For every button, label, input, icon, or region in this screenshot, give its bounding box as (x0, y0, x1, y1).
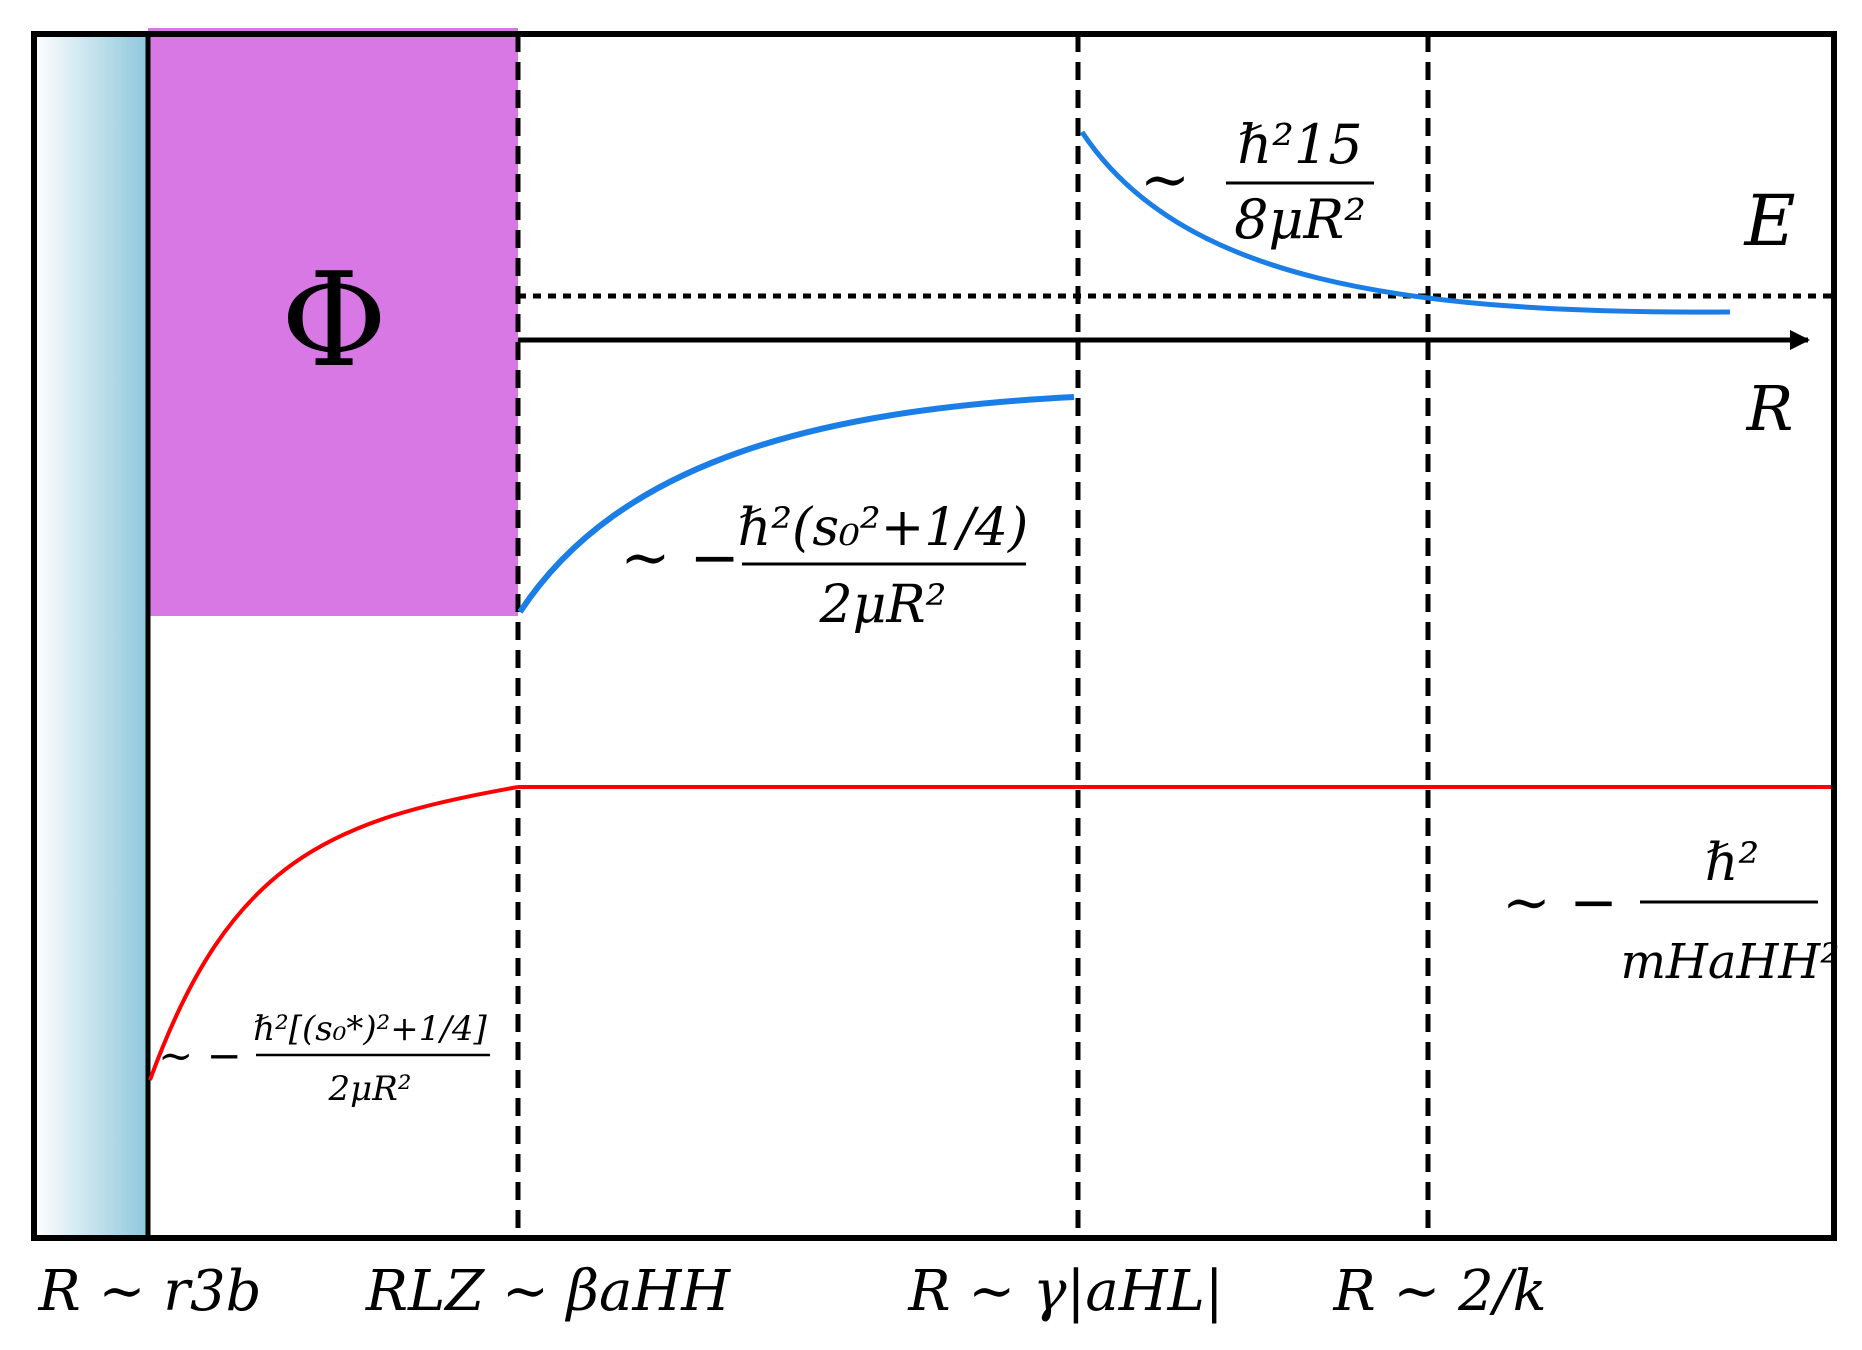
short-range-label-prefix: ∼ − (158, 1031, 242, 1080)
short-range-label: ∼ − ℏ²[(s₀*)²+1/4] 2μR² (158, 1009, 490, 1109)
efimov-label-numerator: ℏ²(s₀²+1/4) (738, 498, 1029, 558)
barrier-label: ∼ ℏ²15 8μR² (1140, 113, 1374, 251)
efimov-label: ∼ − ℏ²(s₀²+1/4) 2μR² (620, 498, 1028, 635)
phi-symbol: Φ (281, 244, 388, 396)
barrier-label-denominator: 8μR² (1234, 188, 1366, 251)
efimov-label-prefix: ∼ − (620, 523, 740, 593)
plot-frame (31, 31, 1837, 1241)
short-range-label-numerator: ℏ²[(s₀*)²+1/4] (253, 1009, 487, 1049)
blue-efimov-curve (517, 394, 1075, 614)
blue-barrier-curve (1079, 130, 1731, 315)
dimer-label-numerator: ℏ² (1705, 833, 1759, 893)
dimer-label-prefix: ∼ − (1502, 868, 1618, 936)
region-label-r3b: R ∼ r3b (38, 1259, 262, 1324)
short-range-label-denominator: 2μR² (328, 1069, 412, 1109)
red-short-range-curve (148, 785, 519, 1081)
region-label-k: R ∼ 2/k (1332, 1259, 1546, 1324)
region-label-rlz: RLZ ∼ βaHH (365, 1259, 731, 1324)
barrier-label-numerator: ℏ²15 (1237, 113, 1362, 176)
energy-label: E (1742, 180, 1795, 262)
dimer-label: ∼ − ℏ² mHaHH² (1502, 833, 1839, 990)
dimer-label-denominator: mHaHH² (1621, 934, 1840, 990)
short-range-wall (34, 34, 148, 1238)
phi-region (148, 28, 518, 616)
r-axis-label: R (1746, 372, 1794, 445)
region-label-ahl: R ∼ γ|aHL| (907, 1259, 1223, 1324)
barrier-label-prefix: ∼ (1140, 145, 1190, 215)
efimov-label-denominator: 2μR² (819, 575, 947, 635)
